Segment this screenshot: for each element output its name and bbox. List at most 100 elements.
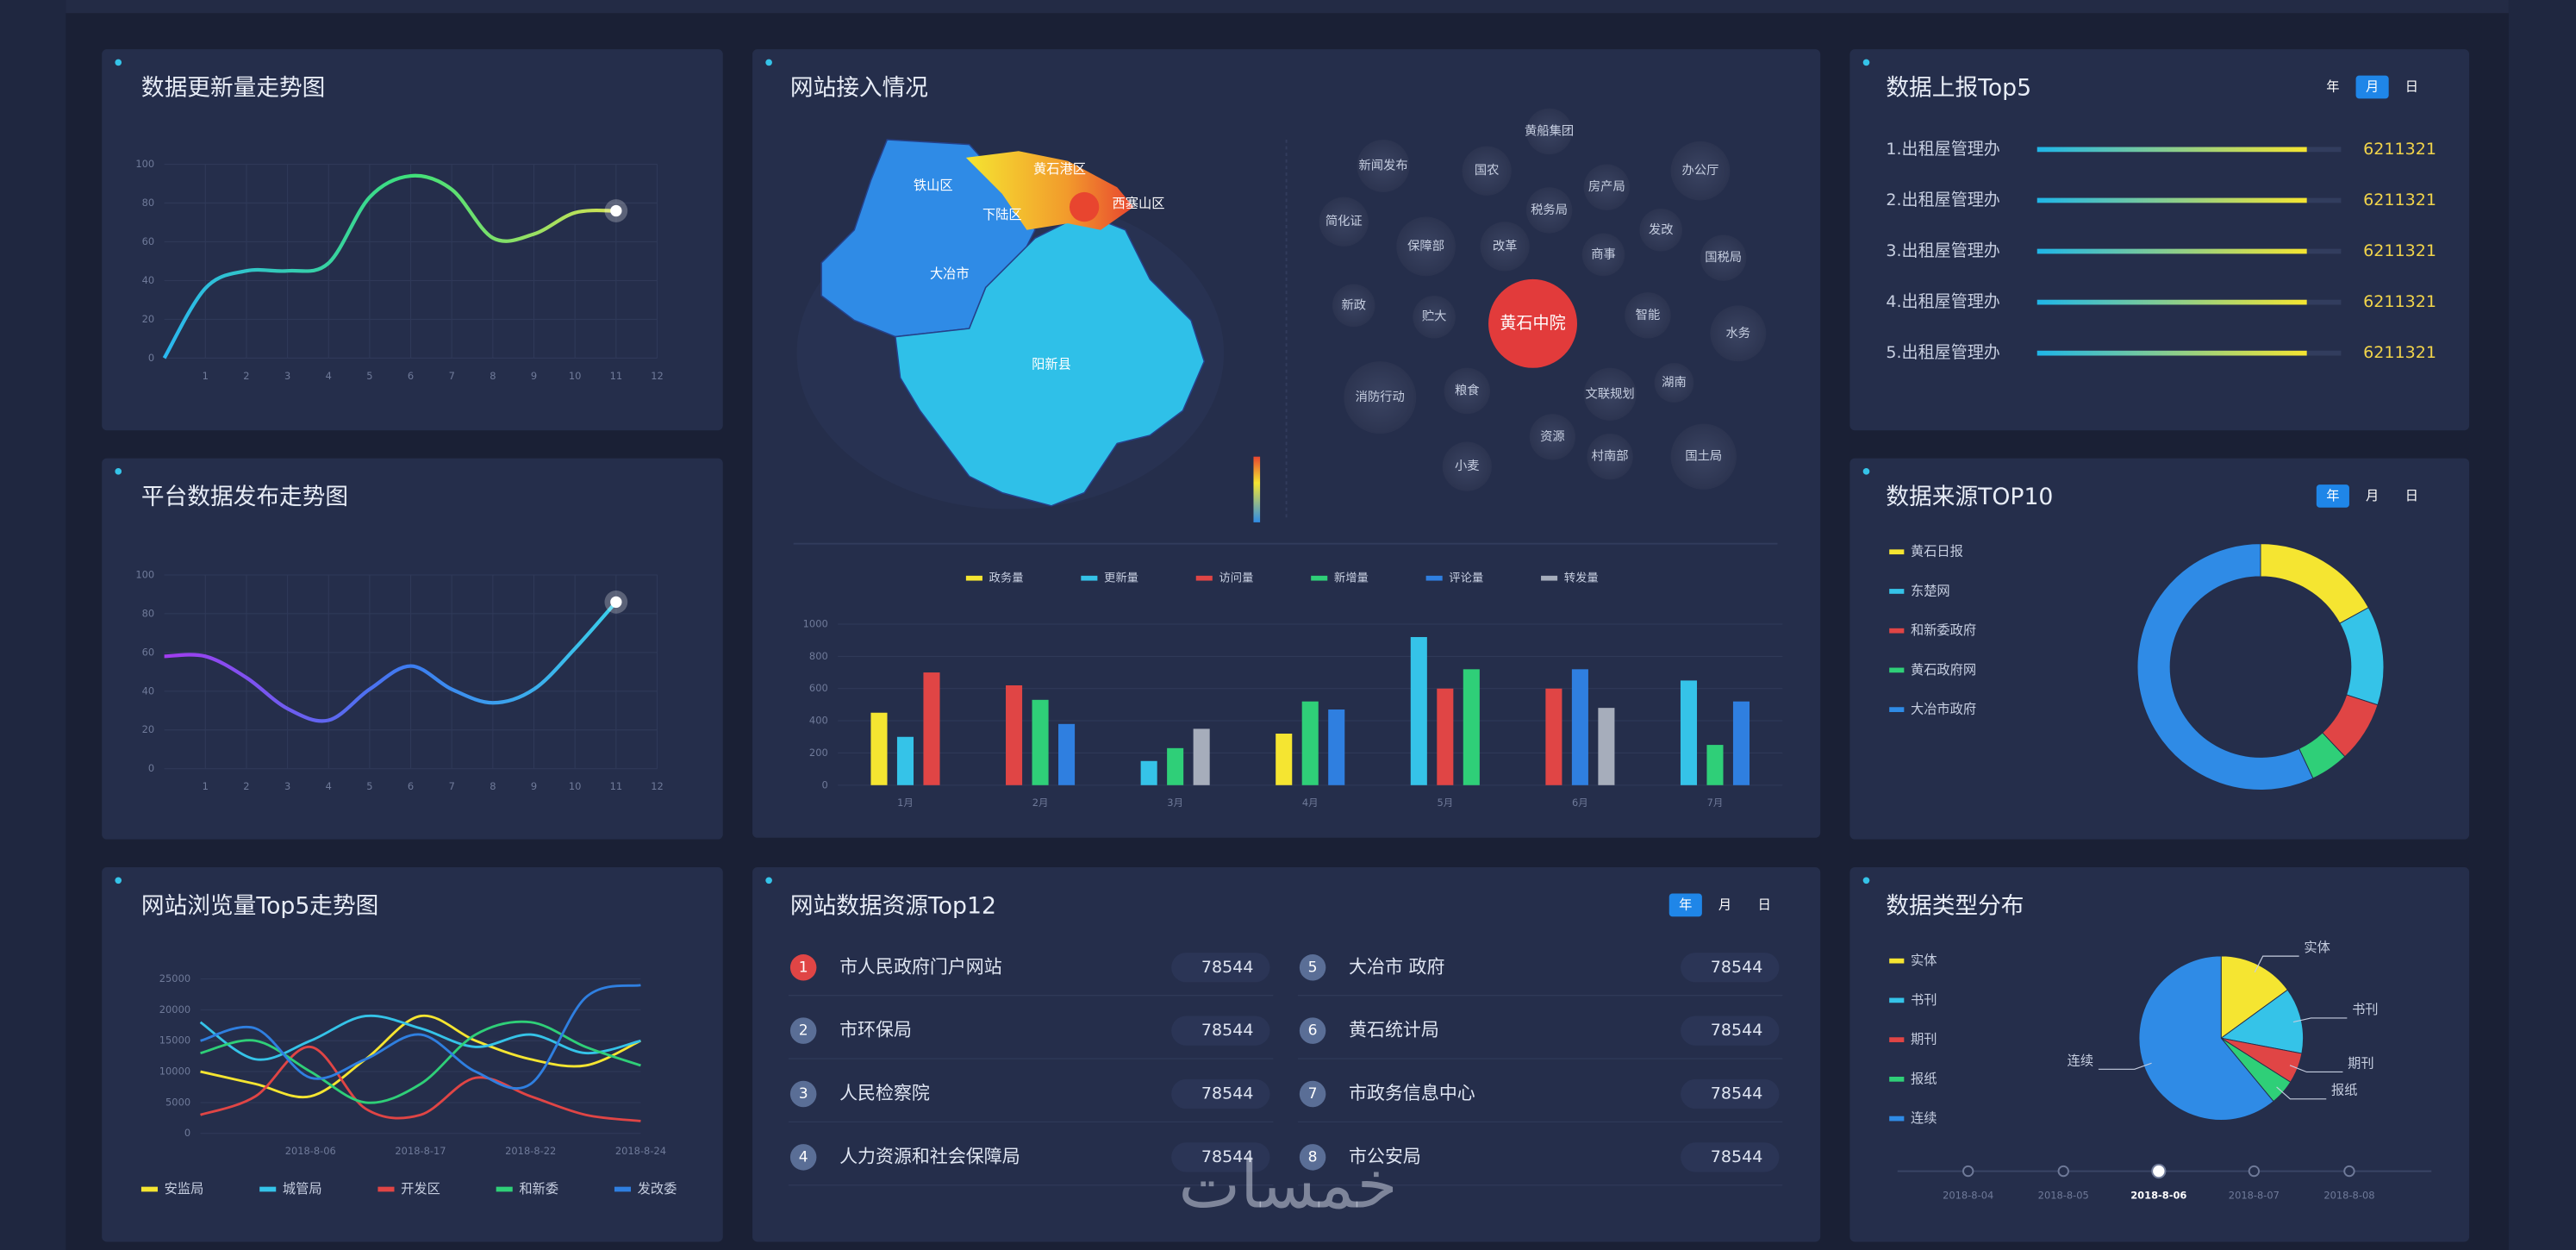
panel-title: 网站数据资源Top12 — [790, 892, 996, 919]
bubble[interactable] — [1710, 305, 1767, 362]
bubble-label: 房产局 — [1588, 179, 1625, 194]
legend-swatch — [496, 1186, 513, 1192]
site-name[interactable]: 大冶市 政府 — [1349, 956, 1444, 977]
bubble-label: 国税局 — [1705, 250, 1742, 265]
bubble[interactable] — [1525, 108, 1573, 155]
y-tick-label: 25000 — [159, 972, 190, 984]
bubble[interactable] — [1583, 164, 1630, 210]
timeline-label[interactable]: 2018-8-05 — [2038, 1190, 2089, 1202]
toggle[interactable]: 日 — [1758, 897, 1771, 912]
panel — [102, 49, 723, 431]
bubble[interactable] — [1670, 141, 1731, 201]
bubble[interactable] — [1488, 278, 1577, 368]
rank-badge — [789, 954, 817, 981]
bubble[interactable] — [1344, 361, 1417, 434]
rank-badge — [1299, 1144, 1326, 1171]
legend-label: 和新委 — [519, 1181, 558, 1197]
timeline-node[interactable] — [2057, 1165, 2069, 1178]
value-label: 6211321 — [2363, 140, 2436, 159]
bubble[interactable] — [1319, 197, 1369, 247]
site-name[interactable]: 人民检察院 — [839, 1083, 930, 1103]
legend-label: 实体 — [1911, 953, 1937, 968]
bubble[interactable] — [1480, 222, 1530, 272]
bubble[interactable] — [1444, 367, 1490, 415]
bubble[interactable] — [1529, 414, 1576, 460]
bar — [1545, 688, 1562, 785]
site-name[interactable]: 市政务信息中心 — [1349, 1083, 1475, 1103]
toggle[interactable]: 年 — [2326, 78, 2339, 94]
y-tick-label: 0 — [148, 762, 154, 774]
timeline-label[interactable]: 2018-8-06 — [2130, 1190, 2186, 1202]
bubble-label: 粮食 — [1455, 383, 1480, 397]
bubble[interactable] — [1332, 284, 1375, 328]
legend-label: 更新量 — [1104, 572, 1138, 585]
bubble[interactable] — [1525, 187, 1573, 234]
value-pill — [1681, 1142, 1780, 1172]
bubble-label: 办公厅 — [1682, 163, 1719, 178]
bar-label: 3.出租屋管理办 — [1886, 241, 1999, 260]
site-name[interactable]: 市环保局 — [839, 1020, 912, 1041]
dot — [1862, 877, 1870, 884]
site-name[interactable]: 市公安局 — [1349, 1146, 1421, 1166]
bubble[interactable] — [1581, 233, 1625, 277]
bubble[interactable] — [1670, 423, 1737, 490]
bubble[interactable] — [1442, 441, 1492, 491]
timeline-label[interactable]: 2018-8-07 — [2229, 1190, 2280, 1202]
bubble[interactable] — [1462, 146, 1512, 196]
toggle[interactable]: 月 — [2366, 78, 2379, 94]
timeline-label[interactable]: 2018-8-08 — [2323, 1190, 2374, 1202]
top-bar — [65, 0, 2509, 14]
legend-swatch — [1889, 1116, 1905, 1122]
y-tick-label: 20 — [142, 313, 155, 325]
bubble[interactable] — [1639, 208, 1682, 252]
timeline-label[interactable]: 2018-8-04 — [1943, 1190, 1993, 1202]
series-line — [200, 1020, 641, 1104]
bubble[interactable] — [1396, 216, 1456, 277]
x-tick-label: 2月 — [1032, 797, 1049, 809]
bubble[interactable] — [1587, 434, 1633, 480]
timeline-node[interactable] — [2151, 1163, 2167, 1179]
site-name[interactable]: 人力资源和社会保障局 — [839, 1146, 1020, 1166]
bubble[interactable] — [1583, 367, 1637, 421]
bubble[interactable] — [1700, 234, 1747, 281]
timeline-node[interactable] — [2343, 1165, 2355, 1178]
bubble[interactable] — [1413, 295, 1456, 339]
site-value: 78544 — [1711, 1147, 1763, 1166]
slice-label: 连续 — [2068, 1053, 2093, 1068]
timeline-node[interactable] — [2248, 1165, 2261, 1178]
value-pill — [1681, 1016, 1780, 1046]
y-tick-label: 100 — [135, 568, 154, 580]
bar-label: 5.出租屋管理办 — [1886, 343, 1999, 362]
bar — [1167, 747, 1184, 785]
x-tick-label: 3 — [284, 370, 290, 382]
toggle[interactable]: 年 — [2326, 488, 2339, 503]
site-value: 78544 — [1711, 958, 1763, 977]
rank: 2 — [799, 1022, 808, 1040]
series-line — [200, 1045, 641, 1122]
toggle[interactable]: 日 — [2405, 488, 2418, 503]
toggle[interactable]: 月 — [1718, 897, 1731, 912]
legend-swatch — [1195, 575, 1213, 581]
site-name[interactable]: 黄石统计局 — [1349, 1020, 1439, 1041]
legend-label: 访问量 — [1219, 572, 1253, 585]
panel-title: 数据来源TOP10 — [1886, 484, 2053, 510]
bar — [1006, 685, 1023, 785]
value-pill — [1171, 1078, 1270, 1109]
timeline-node[interactable] — [1962, 1165, 1974, 1178]
y-tick-label: 100 — [135, 158, 154, 170]
bubble[interactable] — [1357, 139, 1410, 192]
legend-swatch — [259, 1186, 277, 1192]
toggle[interactable]: 月 — [2366, 488, 2379, 503]
bubble-label: 简化证 — [1325, 214, 1363, 228]
bubble-label: 智能 — [1636, 308, 1661, 322]
y-tick-label: 80 — [142, 607, 155, 619]
x-tick-label: 4月 — [1302, 797, 1319, 809]
site-name[interactable]: 市人民政府门户网站 — [839, 956, 1002, 977]
region-label: 下陆区 — [982, 207, 1022, 222]
toggle[interactable]: 年 — [1679, 897, 1692, 912]
bubble[interactable] — [1625, 292, 1671, 339]
toggle[interactable]: 日 — [2405, 78, 2418, 94]
bubble[interactable] — [1654, 363, 1694, 403]
toggle-active — [1668, 893, 1702, 917]
x-tick-label: 2018-8-24 — [615, 1145, 666, 1157]
